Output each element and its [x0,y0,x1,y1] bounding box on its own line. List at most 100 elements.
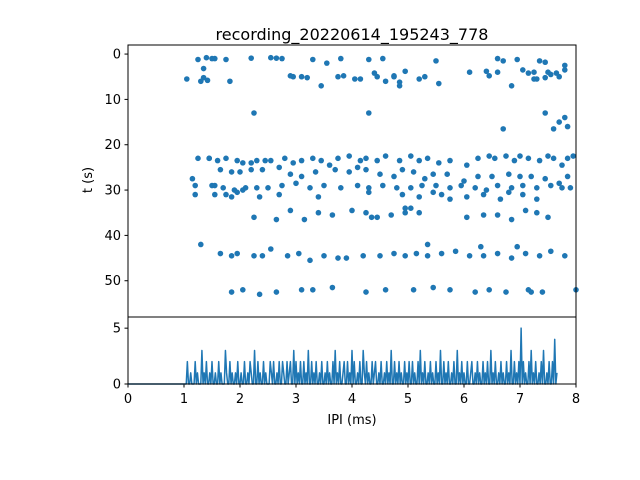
raster-point [447,157,453,164]
raster-point [284,253,291,259]
raster-point [497,196,504,202]
raster-point [227,78,233,85]
raster-point [265,185,271,191]
raster-point [234,250,240,257]
raster-point [424,241,431,248]
raster-point [408,153,414,159]
raster-point [391,73,397,79]
raster-point [508,255,515,261]
raster-point [321,253,327,259]
raster-point [220,185,226,191]
raster-point [500,58,507,64]
raster-point [346,153,353,159]
raster-point [522,207,529,214]
raster-y-axis-label: t (s) [81,167,96,193]
raster-point [251,110,257,116]
raster-point [212,191,218,198]
histogram-x-tick-label: 3 [292,392,300,407]
raster-point [273,216,280,223]
raster-point [536,58,543,64]
raster-point [480,253,487,259]
raster-point [298,73,305,80]
raster-point [195,155,201,162]
histogram-x-tick-label: 5 [404,392,412,407]
raster-point [326,162,333,168]
raster-point [363,155,369,162]
raster-point [273,55,280,61]
raster-point [195,56,201,63]
raster-point [517,153,523,159]
raster-point [329,284,336,291]
raster-point [550,155,557,162]
raster-point [248,160,254,166]
raster-y-tick-label: 0 [113,48,121,63]
raster-point [430,284,437,291]
raster-point [550,126,557,132]
raster-point [204,77,211,84]
raster-point [545,69,551,75]
raster-point [184,76,190,82]
raster-point [520,67,526,73]
raster-point [480,191,487,198]
raster-point [562,67,568,73]
raster-point [559,162,565,168]
raster-point [539,289,546,295]
raster-point [354,164,361,171]
raster-point [315,209,322,216]
raster-point [312,169,319,175]
raster-point [466,253,473,259]
raster-point [536,157,543,164]
raster-point [259,253,266,259]
raster-point [553,70,560,76]
raster-point [528,173,534,180]
raster-point [253,185,260,191]
raster-point [324,60,330,66]
raster-point [262,157,269,164]
raster-point [447,196,453,202]
raster-scatter-points [184,54,579,298]
raster-point [357,157,364,164]
raster-point [534,196,540,202]
raster-point [203,54,210,61]
raster-point [293,180,299,187]
raster-point [276,191,283,198]
raster-point [542,175,548,182]
raster-point [228,253,235,259]
histogram-axes-frame [127,316,577,385]
raster-point [503,289,509,295]
raster-point [562,62,568,69]
raster-point [422,73,428,80]
raster-point [307,257,313,264]
raster-point [237,169,243,175]
raster-point [433,58,439,64]
raster-point [259,166,266,173]
raster-point [548,248,554,255]
raster-point [466,69,473,75]
raster-point [430,171,437,177]
raster-point [374,157,381,164]
raster-point [410,287,417,293]
raster-point [268,246,274,252]
raster-point [366,189,372,196]
raster-point [486,287,493,293]
raster-point [287,73,294,79]
raster-point [433,182,439,189]
raster-point [248,166,254,173]
raster-point [458,182,465,189]
raster-point [366,110,372,116]
raster-point [520,182,526,189]
raster-point [338,55,344,62]
raster-point [559,185,565,191]
raster-point [240,187,246,193]
raster-point [500,126,507,132]
raster-point [511,157,518,164]
raster-point [380,182,386,189]
raster-point [391,173,397,180]
raster-point [416,157,423,164]
raster-point [228,194,235,200]
raster-point [357,76,364,82]
raster-point [436,160,442,166]
histogram-x-tick-label: 2 [236,392,244,407]
raster-point [525,70,532,76]
raster-point [402,205,409,211]
